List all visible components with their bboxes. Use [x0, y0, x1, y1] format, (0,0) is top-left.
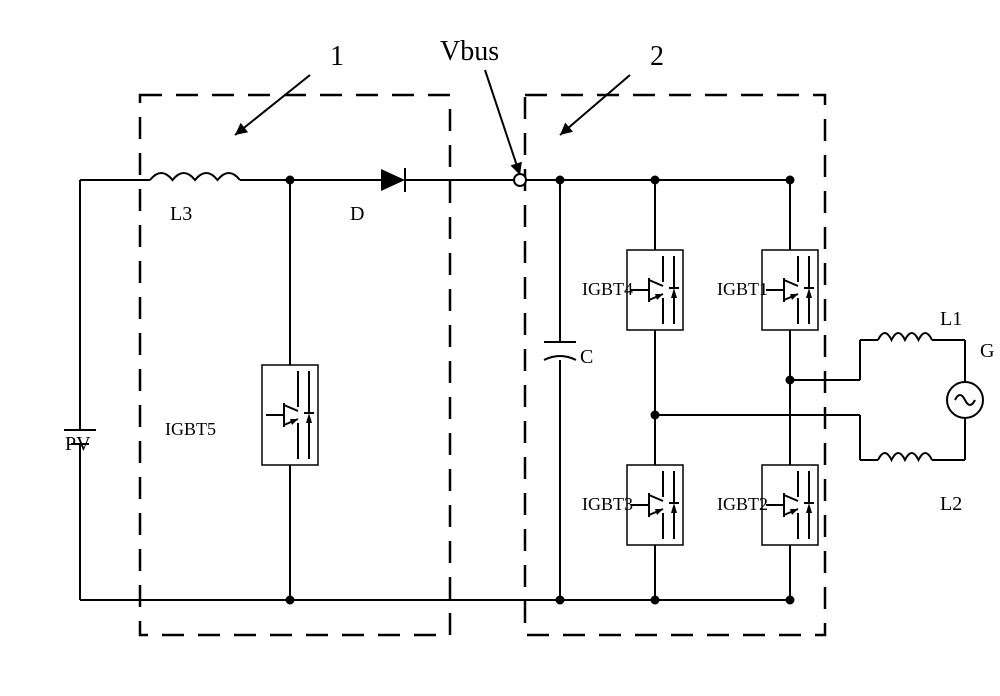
- label-igbt2: IGBT2: [717, 494, 768, 514]
- label-pv: PV: [65, 433, 91, 455]
- label-vbus: Vbus: [440, 36, 499, 67]
- label-block1: 1: [330, 41, 344, 72]
- igbt4: [627, 250, 683, 330]
- igbt2: [762, 465, 818, 545]
- label-L2: L2: [940, 493, 962, 515]
- inductor-L1: [878, 333, 932, 340]
- label-D: D: [350, 203, 364, 225]
- vbus-node: [514, 174, 526, 186]
- circuit-diagram: 1 2 Vbus PV L3 D C IGBT5 IGBT4 IGBT1 IGB…: [20, 20, 1000, 676]
- label-C: C: [580, 346, 593, 368]
- igbt1: [762, 250, 818, 330]
- label-igbt5: IGBT5: [165, 419, 216, 439]
- grid-source-G: [947, 382, 983, 418]
- leader-block2: [560, 75, 630, 135]
- label-igbt4: IGBT4: [582, 279, 633, 299]
- label-G: G: [980, 340, 994, 362]
- label-L3: L3: [170, 203, 192, 225]
- label-block2: 2: [650, 41, 664, 72]
- igbt3: [627, 465, 683, 545]
- inverter-block: [525, 95, 825, 635]
- label-igbt3: IGBT3: [582, 494, 633, 514]
- igbt5: [262, 365, 318, 465]
- capacitor-C: [544, 180, 576, 600]
- diode-D: [381, 168, 405, 192]
- leader-vbus: [485, 70, 522, 175]
- pv-source: [64, 180, 96, 600]
- leader-block1: [235, 75, 310, 135]
- label-L1: L1: [940, 308, 962, 330]
- inductor-L3: [150, 173, 240, 180]
- inductor-L2: [878, 453, 932, 460]
- wires: [80, 177, 965, 604]
- label-igbt1: IGBT1: [717, 279, 768, 299]
